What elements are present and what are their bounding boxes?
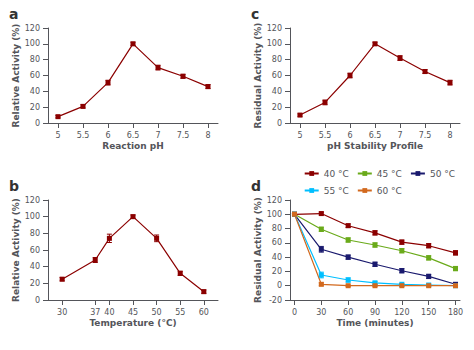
svg-text:Time (minutes): Time (minutes)	[336, 318, 413, 328]
svg-text:60: 60	[30, 246, 40, 255]
svg-text:60: 60	[199, 308, 209, 317]
svg-text:7: 7	[397, 131, 402, 140]
svg-text:0: 0	[277, 119, 282, 128]
svg-text:5: 5	[297, 131, 302, 140]
svg-text:60: 60	[272, 238, 282, 247]
svg-text:100: 100	[267, 210, 282, 219]
svg-text:60: 60	[272, 71, 282, 80]
svg-text:120: 120	[394, 308, 409, 317]
svg-text:120: 120	[267, 24, 282, 33]
svg-text:0: 0	[35, 296, 40, 305]
svg-text:120: 120	[25, 24, 40, 33]
svg-text:45 °C: 45 °C	[377, 169, 402, 179]
svg-text:40: 40	[30, 262, 40, 271]
svg-text:60: 60	[343, 308, 353, 317]
svg-text:100: 100	[25, 212, 40, 221]
svg-text:37: 37	[90, 308, 100, 317]
svg-text:60 °C: 60 °C	[377, 186, 402, 196]
svg-text:150: 150	[421, 308, 436, 317]
svg-text:80: 80	[272, 55, 282, 64]
svg-text:Residual Activity (%): Residual Activity (%)	[253, 23, 263, 129]
svg-text:30: 30	[316, 308, 326, 317]
svg-text:8: 8	[447, 131, 452, 140]
svg-text:80: 80	[30, 229, 40, 238]
svg-text:5.5: 5.5	[319, 131, 332, 140]
svg-text:90: 90	[370, 308, 380, 317]
svg-text:40: 40	[30, 87, 40, 96]
svg-text:100: 100	[25, 39, 40, 48]
svg-text:5.5: 5.5	[77, 131, 90, 140]
svg-text:b: b	[9, 178, 19, 194]
svg-text:40: 40	[272, 253, 282, 262]
svg-text:120: 120	[25, 196, 40, 205]
svg-text:0: 0	[35, 119, 40, 128]
svg-text:Temperature (°C): Temperature (°C)	[89, 318, 176, 328]
svg-text:180: 180	[448, 308, 463, 317]
svg-text:6.5: 6.5	[127, 131, 140, 140]
svg-text:30: 30	[57, 308, 67, 317]
svg-text:120: 120	[267, 196, 282, 205]
svg-text:50 °C: 50 °C	[430, 169, 455, 179]
svg-text:7: 7	[155, 131, 160, 140]
svg-text:20: 20	[30, 103, 40, 112]
svg-text:40: 40	[104, 308, 114, 317]
svg-text:40: 40	[272, 87, 282, 96]
svg-text:Relative Activity (%): Relative Activity (%)	[11, 198, 21, 302]
svg-text:6: 6	[105, 131, 110, 140]
svg-text:40 °C: 40 °C	[324, 169, 349, 179]
svg-text:6: 6	[347, 131, 352, 140]
svg-text:20: 20	[30, 279, 40, 288]
svg-text:100: 100	[267, 39, 282, 48]
svg-text:80: 80	[272, 224, 282, 233]
svg-text:55 °C: 55 °C	[324, 186, 349, 196]
svg-text:45: 45	[128, 308, 138, 317]
svg-text:0: 0	[292, 308, 297, 317]
svg-text:60: 60	[30, 71, 40, 80]
svg-text:7.5: 7.5	[177, 131, 190, 140]
svg-text:6.5: 6.5	[369, 131, 382, 140]
svg-text:pH Stability Profile: pH Stability Profile	[327, 141, 423, 151]
svg-text:20: 20	[272, 267, 282, 276]
svg-text:Residual Activity (%): Residual Activity (%)	[253, 197, 263, 303]
svg-text:7.5: 7.5	[419, 131, 432, 140]
svg-text:50: 50	[152, 308, 162, 317]
svg-text:80: 80	[30, 55, 40, 64]
svg-text:a: a	[9, 6, 18, 22]
svg-text:0: 0	[277, 281, 282, 290]
svg-text:d: d	[251, 178, 261, 194]
svg-text:20: 20	[272, 103, 282, 112]
svg-text:Relative Activity (%): Relative Activity (%)	[11, 24, 21, 128]
svg-text:5: 5	[55, 131, 60, 140]
svg-text:8: 8	[205, 131, 210, 140]
svg-text:c: c	[251, 6, 259, 22]
svg-text:55: 55	[175, 308, 185, 317]
svg-text:-20: -20	[269, 296, 282, 305]
svg-text:Reaction pH: Reaction pH	[102, 141, 164, 151]
